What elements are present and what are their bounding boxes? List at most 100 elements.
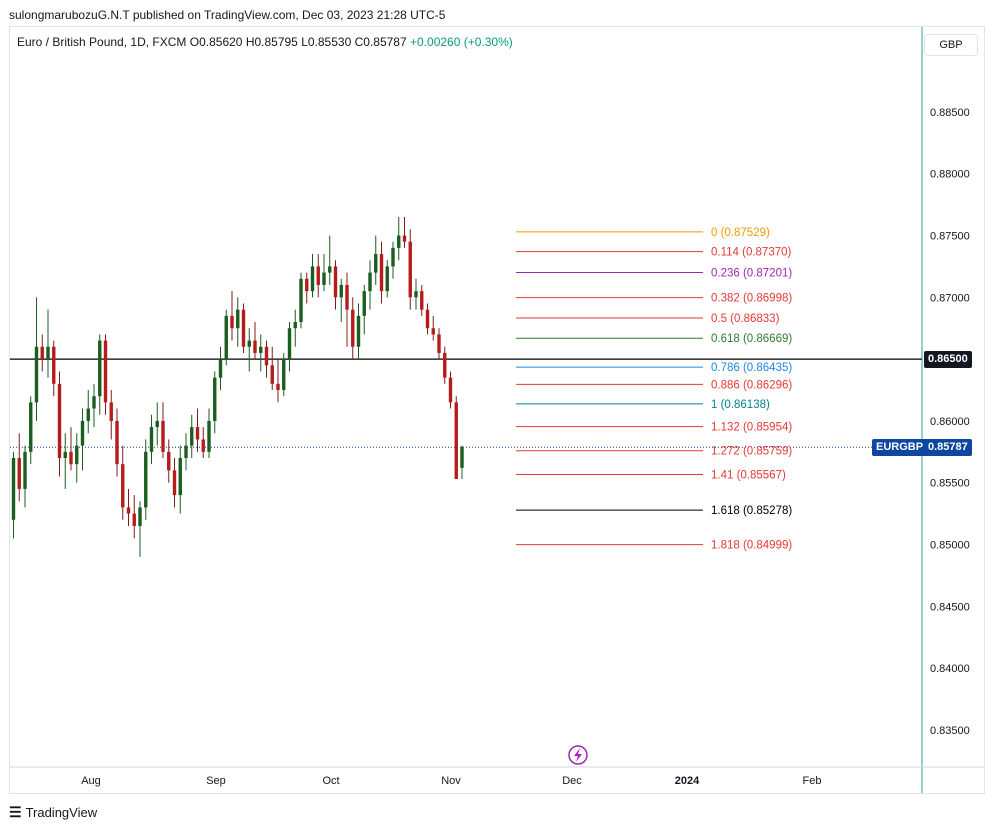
candle-body — [385, 266, 389, 292]
candle-body — [414, 291, 418, 298]
candle-body — [448, 377, 453, 403]
fib-level-label: 1 (0.86138) — [711, 399, 770, 411]
candle-body — [75, 445, 79, 465]
candle-body — [236, 309, 240, 329]
candle-body — [368, 272, 372, 292]
candle-body — [362, 291, 366, 316]
legend-open: O0.85620 — [189, 35, 243, 49]
legend-close: C0.85787 — [354, 35, 407, 49]
x-tick-label: Sep — [206, 775, 226, 787]
candle-body — [218, 359, 223, 378]
x-tick-label: Nov — [441, 775, 461, 787]
candle-body — [316, 266, 320, 285]
fib-level-label: 0.618 (0.86669) — [711, 333, 792, 345]
fib-level-label: 1.132 (0.85954) — [711, 422, 792, 434]
chart-frame — [9, 26, 985, 794]
fib-level-label: 1.618 (0.85278) — [711, 505, 792, 517]
last-price-tag: 0.85787 — [924, 439, 972, 457]
candle-body — [132, 513, 136, 526]
horizontal-line-price-tag: 0.86500 — [924, 351, 972, 369]
fib-level-label: 0.236 (0.87201) — [711, 267, 792, 279]
y-tick-label: 0.87500 — [930, 231, 970, 243]
candle-body — [138, 507, 142, 526]
candle-body — [431, 328, 435, 335]
candle-body — [184, 445, 188, 458]
candle-body — [11, 458, 16, 520]
candle-body — [287, 328, 292, 360]
candle-body — [201, 439, 205, 452]
fib-level-label: 1.272 (0.85759) — [711, 446, 792, 458]
lightning-icon — [568, 745, 588, 765]
lightning-bolt-icon — [574, 748, 582, 762]
x-tick-label: Oct — [322, 775, 339, 787]
fib-level-label: 0.382 (0.86998) — [711, 293, 792, 305]
legend-change: +0.00260 (+0.30%) — [410, 35, 513, 49]
candle-body — [276, 383, 280, 391]
candle-body — [230, 315, 234, 329]
candle-body — [374, 254, 378, 273]
candle-body — [293, 322, 297, 329]
candle-body — [52, 346, 56, 384]
fib-level-label: 0.786 (0.86435) — [711, 362, 792, 374]
candle-body — [80, 420, 85, 446]
tradingview-brand[interactable]: ☰ TradingView — [9, 804, 97, 821]
candle-body — [144, 451, 148, 508]
candle-body — [46, 346, 50, 360]
y-tick-label: 0.83500 — [930, 725, 970, 737]
x-tick-label: Feb — [803, 775, 822, 787]
fib-level-label: 1.818 (0.84999) — [711, 540, 792, 552]
candle-body — [356, 315, 361, 347]
candle-body — [328, 266, 332, 273]
candle-body — [167, 451, 171, 471]
candle-body — [17, 458, 21, 489]
candle-body — [86, 408, 90, 421]
candle-body — [69, 451, 73, 465]
candle-body — [98, 340, 102, 397]
candle-body — [443, 352, 447, 378]
y-tick-label: 0.87000 — [930, 292, 970, 304]
candle-body — [345, 284, 349, 310]
candle-body — [172, 470, 177, 496]
candle-body — [333, 266, 338, 298]
candle-body — [270, 365, 274, 384]
candle-body — [195, 427, 200, 440]
candle-body — [190, 427, 194, 446]
candle-body — [259, 346, 263, 353]
candle-body — [460, 446, 464, 468]
publish-info: sulongmarubozuG.N.T published on Trading… — [9, 8, 446, 22]
y-tick-label: 0.84500 — [930, 601, 970, 613]
candle-body — [425, 309, 430, 329]
symbol-legend: Euro / British Pound, 1D, FXCM O0.85620 … — [17, 35, 513, 49]
candle-body — [178, 458, 182, 496]
candle-body — [299, 278, 303, 323]
y-tick-label: 0.86000 — [930, 416, 970, 428]
candle-body — [253, 340, 257, 353]
candle-body — [420, 291, 424, 310]
candle-body — [213, 377, 217, 421]
currency-button[interactable]: GBP — [924, 34, 978, 56]
candle-body — [339, 284, 343, 298]
candle-body — [63, 451, 67, 458]
candle-body — [57, 383, 62, 458]
x-tick-label: 2024 — [675, 775, 700, 787]
candle-body — [241, 309, 246, 347]
candle-body — [402, 235, 407, 242]
candle-body — [207, 420, 211, 452]
candle-body — [282, 359, 286, 391]
brand-name: TradingView — [25, 805, 98, 820]
legend-symbol: Euro / British Pound, 1D, FXCM — [17, 35, 187, 49]
x-tick-label: Aug — [81, 775, 101, 787]
candle-body — [161, 420, 165, 452]
candle-body — [149, 427, 154, 452]
candle-body — [34, 346, 39, 403]
candle-body — [224, 315, 228, 360]
candle-body — [454, 402, 458, 480]
fib-level-label: 0 (0.87529) — [711, 227, 770, 239]
candle-body — [126, 507, 131, 514]
fib-level-label: 0.886 (0.86296) — [711, 379, 792, 391]
y-tick-label: 0.85500 — [930, 478, 970, 490]
fib-level-label: 0.5 (0.86833) — [711, 313, 780, 325]
candle-body — [322, 272, 326, 285]
x-tick-label: Dec — [562, 775, 582, 787]
